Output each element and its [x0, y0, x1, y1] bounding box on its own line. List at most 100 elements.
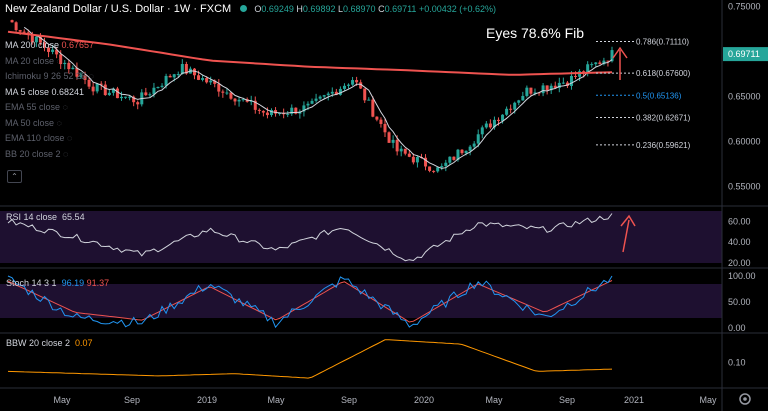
- indicator-label: EMA 110 close: [5, 133, 67, 143]
- stoch-d-value: 91.37: [86, 278, 110, 288]
- hidden-eye-icon[interactable]: ◌: [66, 133, 73, 143]
- hidden-eye-icon[interactable]: ◌: [88, 71, 94, 81]
- candle-body: [294, 107, 298, 114]
- candle-body: [505, 108, 509, 115]
- candle-body: [403, 148, 407, 154]
- candle-body: [347, 84, 351, 86]
- candle-body: [488, 123, 492, 128]
- candle-body: [318, 96, 322, 99]
- candle-body: [428, 166, 432, 171]
- open-label: O: [254, 4, 262, 14]
- collapse-legend-button[interactable]: ⌃: [7, 170, 22, 183]
- candle-body: [306, 103, 310, 106]
- candle-body: [38, 36, 42, 43]
- candle-body: [217, 83, 221, 92]
- candle-body: [448, 156, 452, 163]
- current-price-badge: [723, 47, 768, 62]
- candle-body: [261, 110, 265, 113]
- candle-body: [598, 62, 602, 65]
- candle-body: [602, 60, 606, 65]
- candle-body: [67, 62, 71, 70]
- open-value: 0.69249: [261, 4, 294, 14]
- candle-body: [574, 75, 578, 77]
- candle-body: [286, 113, 290, 115]
- candle-body: [314, 98, 318, 101]
- candle-body: [30, 34, 34, 43]
- candle-body: [18, 30, 22, 32]
- stoch-k-value: 96.19: [61, 278, 85, 288]
- candle-body: [265, 112, 269, 116]
- fib-label: 0.5(0.65136): [636, 91, 682, 100]
- settings-gear-icon[interactable]: [739, 393, 751, 405]
- stoch-tick: 0.00: [728, 323, 746, 333]
- hidden-eye-icon[interactable]: ◌: [56, 55, 62, 66]
- candle-body: [501, 114, 505, 121]
- stoch-k-line: [7, 275, 613, 329]
- fib-layer: 0.786(0.71110) 0.618(0.67600) 0.5(0.65136)…: [596, 38, 691, 150]
- price-tick: 0.60000: [728, 137, 761, 147]
- candle-body: [338, 88, 342, 95]
- indicator-row[interactable]: BB 20 close 2 ◌: [5, 147, 94, 163]
- indicator-row[interactable]: EMA 110 close ◌: [5, 131, 94, 147]
- candle-body: [132, 96, 136, 103]
- fib-label: 0.236(0.59621): [636, 141, 691, 150]
- candle-body: [342, 85, 346, 89]
- candle-body: [395, 139, 399, 152]
- indicator-row[interactable]: MA 20 close ◌: [5, 54, 94, 70]
- candle-body: [561, 82, 565, 84]
- indicator-row[interactable]: MA 50 close ◌: [5, 116, 94, 132]
- candle-body: [565, 82, 569, 86]
- candle-body: [103, 84, 107, 96]
- stoch-tick: 100.00: [728, 271, 756, 281]
- indicator-label: MA 20 close: [5, 55, 57, 66]
- price-tick: 0.65000: [728, 92, 761, 102]
- candle-body: [290, 107, 294, 114]
- ma5-line: [23, 26, 613, 169]
- indicator-row[interactable]: EMA 55 close ◌: [5, 100, 94, 116]
- candle-body: [164, 75, 168, 86]
- hidden-eye-icon[interactable]: ◌: [62, 102, 68, 112]
- candle-body: [107, 92, 111, 96]
- candle-body: [249, 100, 253, 102]
- candle-body: [509, 108, 513, 110]
- rsi-value: 65.54: [62, 212, 85, 222]
- close-value: 0.69711: [384, 4, 417, 14]
- candle-body: [99, 83, 103, 85]
- candle-body: [95, 83, 99, 92]
- candle-body: [10, 20, 14, 23]
- candle-body: [517, 100, 521, 103]
- hidden-eye-icon[interactable]: ◌: [63, 148, 69, 159]
- bbw-legend: BBW 20 close 2 0.07: [6, 338, 93, 348]
- bbw-line: [7, 339, 613, 379]
- candle-body: [557, 82, 561, 88]
- candle-body: [440, 166, 444, 168]
- candle-body: [201, 78, 205, 80]
- hidden-eye-icon[interactable]: ◌: [56, 117, 62, 128]
- candle-body: [586, 64, 590, 74]
- symbol-title: New Zealand Dollar / U.S. Dollar: [5, 3, 164, 15]
- indicator-row[interactable]: MA 200 close 0.67657: [5, 38, 94, 54]
- candle-body: [363, 88, 367, 101]
- candle-body: [310, 100, 314, 104]
- interval-label[interactable]: 1W: [173, 3, 191, 15]
- candle-body: [156, 86, 160, 88]
- time-tick: 2019: [197, 395, 217, 405]
- candle-body: [472, 143, 476, 147]
- candle-body: [225, 92, 229, 94]
- candle-body: [387, 132, 391, 143]
- candle-body: [383, 123, 387, 133]
- candle-body: [83, 75, 87, 80]
- stoch-label: Stoch 14 3 1: [6, 278, 57, 288]
- indicator-value: 0.68241: [51, 86, 85, 97]
- candle-body: [237, 99, 241, 102]
- candle-body: [75, 67, 79, 77]
- candle-body: [606, 60, 610, 62]
- indicator-row[interactable]: Ichimoku 9 26 52 26 ◌: [5, 69, 94, 85]
- candle-body: [152, 87, 156, 95]
- rsi-legend: RSI 14 close 65.54: [6, 212, 85, 222]
- rsi-line: [7, 213, 613, 262]
- candle-body: [367, 99, 371, 101]
- indicator-row[interactable]: MA 5 close 0.68241: [5, 85, 94, 101]
- candle-body: [460, 149, 464, 154]
